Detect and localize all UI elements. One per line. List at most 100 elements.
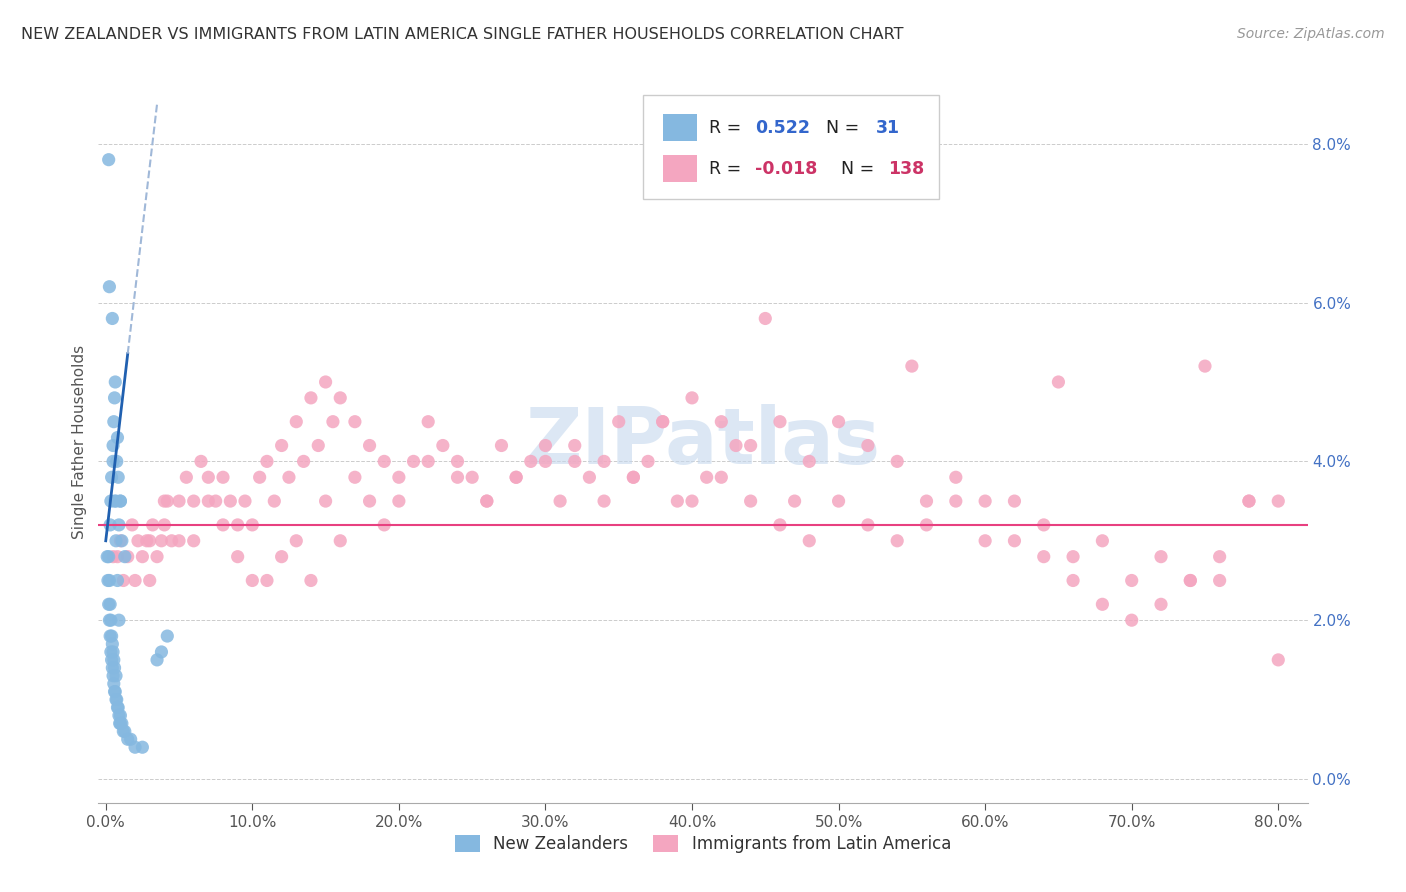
Point	[343, 470, 366, 484]
Text: N =: N =	[830, 160, 880, 178]
Point	[1237, 494, 1260, 508]
Point	[901, 359, 924, 373]
Y-axis label: Single Father Households: Single Father Households	[72, 344, 87, 539]
Text: N =: N =	[815, 119, 865, 136]
Point	[101, 454, 124, 468]
Point	[1208, 574, 1230, 588]
Point	[100, 629, 122, 643]
Point	[204, 494, 226, 508]
Point	[107, 700, 129, 714]
Point	[150, 533, 173, 548]
Point	[101, 438, 124, 452]
Point	[329, 391, 352, 405]
Point	[534, 454, 557, 468]
Point	[475, 494, 498, 508]
Point	[1121, 613, 1143, 627]
Point	[121, 517, 143, 532]
Point	[534, 438, 557, 452]
Point	[578, 470, 600, 484]
Point	[974, 533, 997, 548]
Point	[827, 494, 849, 508]
Point	[1267, 653, 1289, 667]
Point	[111, 716, 134, 731]
Point	[108, 517, 131, 532]
Point	[564, 454, 586, 468]
Point	[740, 438, 762, 452]
Point	[886, 533, 908, 548]
Point	[110, 494, 132, 508]
Point	[548, 494, 571, 508]
Point	[740, 494, 762, 508]
Point	[769, 415, 792, 429]
Point	[176, 470, 198, 484]
Point	[156, 494, 179, 508]
Point	[491, 438, 513, 452]
Point	[915, 517, 938, 532]
Point	[131, 740, 153, 755]
Point	[1047, 375, 1070, 389]
Point	[359, 494, 381, 508]
Point	[651, 415, 673, 429]
Point	[402, 454, 425, 468]
Point	[103, 684, 125, 698]
Text: -0.018: -0.018	[755, 160, 817, 178]
Text: R =: R =	[709, 160, 747, 178]
Point	[103, 415, 125, 429]
Point	[142, 517, 165, 532]
Point	[1150, 597, 1173, 611]
Point	[110, 533, 132, 548]
Point	[110, 708, 132, 723]
Point	[138, 533, 160, 548]
Point	[160, 533, 183, 548]
Point	[343, 415, 366, 429]
Point	[212, 517, 235, 532]
Point	[359, 438, 381, 452]
Text: 0.522: 0.522	[755, 119, 810, 136]
Point	[146, 549, 169, 564]
Point	[105, 454, 128, 468]
Point	[101, 669, 124, 683]
Point	[153, 494, 176, 508]
Point	[666, 494, 689, 508]
Text: Source: ZipAtlas.com: Source: ZipAtlas.com	[1237, 27, 1385, 41]
Point	[111, 533, 134, 548]
Point	[945, 470, 967, 484]
Point	[299, 391, 322, 405]
Point	[107, 574, 129, 588]
Point	[127, 533, 149, 548]
Text: 31: 31	[876, 119, 900, 136]
Point	[226, 517, 249, 532]
Text: NEW ZEALANDER VS IMMIGRANTS FROM LATIN AMERICA SINGLE FATHER HOUSEHOLDS CORRELAT: NEW ZEALANDER VS IMMIGRANTS FROM LATIN A…	[21, 27, 904, 42]
Point	[124, 740, 146, 755]
Point	[167, 533, 190, 548]
Point	[974, 494, 997, 508]
Point	[856, 438, 879, 452]
Point	[1237, 494, 1260, 508]
Point	[107, 549, 129, 564]
Point	[329, 533, 352, 548]
Point	[799, 454, 821, 468]
Point	[100, 653, 122, 667]
Point	[263, 494, 285, 508]
FancyBboxPatch shape	[664, 155, 697, 182]
Point	[240, 517, 263, 532]
Point	[120, 732, 142, 747]
Point	[446, 470, 468, 484]
Point	[1062, 549, 1084, 564]
Point	[315, 375, 337, 389]
Point	[117, 549, 139, 564]
Point	[285, 415, 308, 429]
Point	[146, 653, 169, 667]
Point	[100, 470, 122, 484]
Point	[461, 470, 484, 484]
Point	[103, 661, 125, 675]
Point	[696, 470, 718, 484]
Point	[100, 645, 122, 659]
Point	[103, 676, 125, 690]
Point	[799, 533, 821, 548]
Point	[475, 494, 498, 508]
Legend: New Zealanders, Immigrants from Latin America: New Zealanders, Immigrants from Latin Am…	[449, 828, 957, 860]
Point	[100, 494, 122, 508]
Point	[233, 494, 256, 508]
Point	[98, 279, 121, 293]
